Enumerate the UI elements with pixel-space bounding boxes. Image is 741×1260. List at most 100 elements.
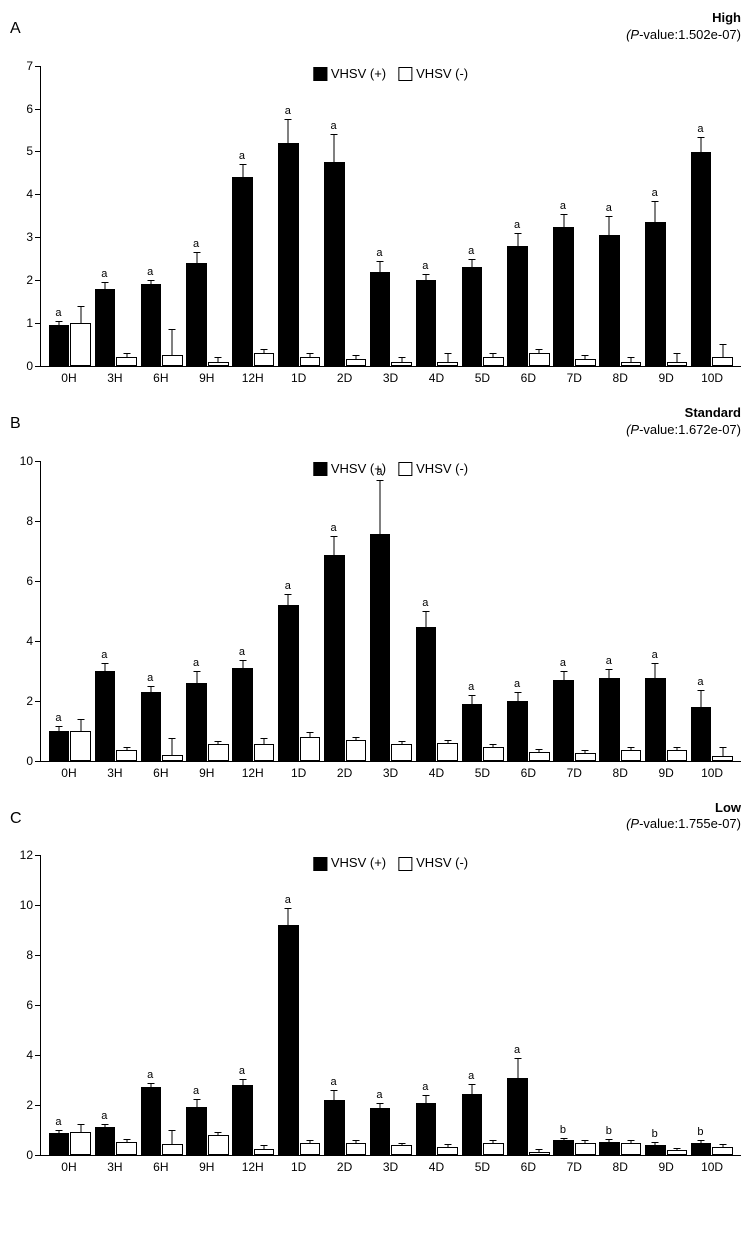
error-cap: [261, 349, 268, 350]
significance-letter: a: [101, 1110, 107, 1122]
x-tick-label: 1D: [276, 1160, 322, 1174]
error-cap: [628, 357, 635, 358]
error-bar: [59, 1131, 60, 1134]
error-cap: [398, 357, 405, 358]
x-tick-label: 0H: [46, 371, 92, 385]
bar-group: a: [689, 707, 735, 761]
significance-letter: a: [193, 1085, 199, 1097]
significance-letter: a: [376, 247, 382, 259]
bar-vhsv-pos: [370, 534, 391, 761]
error-bar: [150, 687, 151, 693]
bar-vhsv-neg: [300, 1143, 321, 1156]
plot-area: 0246810aaaaaaaaaaaaaaa: [40, 461, 741, 762]
significance-letter: a: [101, 649, 107, 661]
significance-letter: a: [239, 646, 245, 658]
error-bar: [563, 215, 564, 228]
y-tick-label: 8: [26, 514, 33, 528]
bar-group: a: [597, 235, 643, 366]
bar-vhsv-neg: [667, 362, 688, 366]
error-bar: [609, 670, 610, 679]
error-cap: [331, 134, 338, 135]
error-bar: [609, 217, 610, 236]
error-cap: [239, 1079, 246, 1080]
bar-vhsv-pos: [49, 731, 70, 761]
bar-vhsv-neg: [483, 357, 504, 366]
significance-letter: a: [285, 105, 291, 117]
bar-vhsv-pos: [324, 555, 345, 761]
error-cap: [490, 353, 497, 354]
error-cap: [560, 1138, 567, 1139]
error-bar: [355, 738, 356, 741]
significance-letter: a: [285, 894, 291, 906]
error-cap: [490, 744, 497, 745]
error-bar: [425, 1096, 426, 1104]
bar-vhsv-pos: [232, 668, 253, 761]
error-bar: [701, 138, 702, 153]
plot-area: 024681012aaaaaaaaaaabbbb: [40, 855, 741, 1156]
error-cap: [673, 353, 680, 354]
significance-letter: a: [606, 202, 612, 214]
bar-vhsv-pos: [553, 227, 574, 366]
error-cap: [331, 1090, 338, 1091]
bar-group: a: [322, 1100, 368, 1155]
error-bar: [493, 354, 494, 358]
bar-vhsv-neg: [346, 740, 367, 761]
error-bar: [264, 739, 265, 745]
bar-vhsv-neg: [391, 744, 412, 761]
error-bar: [264, 1146, 265, 1150]
significance-letter: a: [55, 712, 61, 724]
error-bar: [59, 322, 60, 326]
y-tick-label: 8: [26, 948, 33, 962]
y-tick-label: 6: [26, 574, 33, 588]
bar-vhsv-neg: [621, 362, 642, 366]
error-bar: [722, 748, 723, 757]
bar-vhsv-neg: [575, 359, 596, 365]
error-cap: [307, 1140, 314, 1141]
error-cap: [514, 1058, 521, 1059]
bar-vhsv-neg: [70, 1132, 91, 1156]
error-bar: [447, 741, 448, 744]
significance-letter: a: [652, 649, 658, 661]
bar-vhsv-pos: [462, 704, 483, 761]
error-bar: [196, 1100, 197, 1108]
error-bar: [517, 693, 518, 702]
y-tick-label: 6: [26, 998, 33, 1012]
bars-row: aaaaaaaaaaabbbb: [41, 855, 741, 1155]
error-cap: [422, 274, 429, 275]
error-cap: [123, 353, 130, 354]
x-tick-label: 3D: [368, 371, 414, 385]
error-cap: [468, 259, 475, 260]
bar-vhsv-neg: [391, 1145, 412, 1155]
bar-group: a: [551, 680, 597, 761]
error-cap: [352, 737, 359, 738]
error-bar: [288, 595, 289, 606]
x-tick-label: 2D: [322, 1160, 368, 1174]
y-tick-label: 4: [26, 1048, 33, 1062]
significance-letter: a: [331, 120, 337, 132]
error-cap: [444, 1144, 451, 1145]
y-tick-label: 0: [26, 754, 33, 768]
x-tick-label: 3H: [92, 766, 138, 780]
bar-vhsv-neg: [70, 731, 91, 761]
significance-letter: a: [422, 597, 428, 609]
bar-vhsv-pos: [416, 1103, 437, 1156]
bar-group: a: [47, 731, 93, 761]
x-axis-labels: 0H3H6H9H12H1D2D3D4D5D6D7D8D9D10D: [40, 766, 741, 780]
error-bar: [150, 281, 151, 285]
bar-vhsv-neg: [529, 1152, 550, 1156]
bar-vhsv-neg: [391, 362, 412, 366]
x-tick-label: 2D: [322, 766, 368, 780]
error-cap: [398, 741, 405, 742]
bar-group: a: [276, 925, 322, 1155]
bar-vhsv-pos: [278, 605, 299, 761]
bar-group: a: [643, 678, 689, 761]
error-cap: [193, 671, 200, 672]
panel-title-group: Standard(P-value:1.672e-07): [626, 405, 741, 439]
x-tick-label: 3H: [92, 371, 138, 385]
panel-letter: C: [10, 810, 22, 828]
panel-title-group: Low(P-value:1.755e-07): [626, 800, 741, 834]
x-tick-label: 6D: [505, 1160, 551, 1174]
error-bar: [701, 691, 702, 708]
error-bar: [218, 358, 219, 362]
error-bar: [493, 745, 494, 748]
